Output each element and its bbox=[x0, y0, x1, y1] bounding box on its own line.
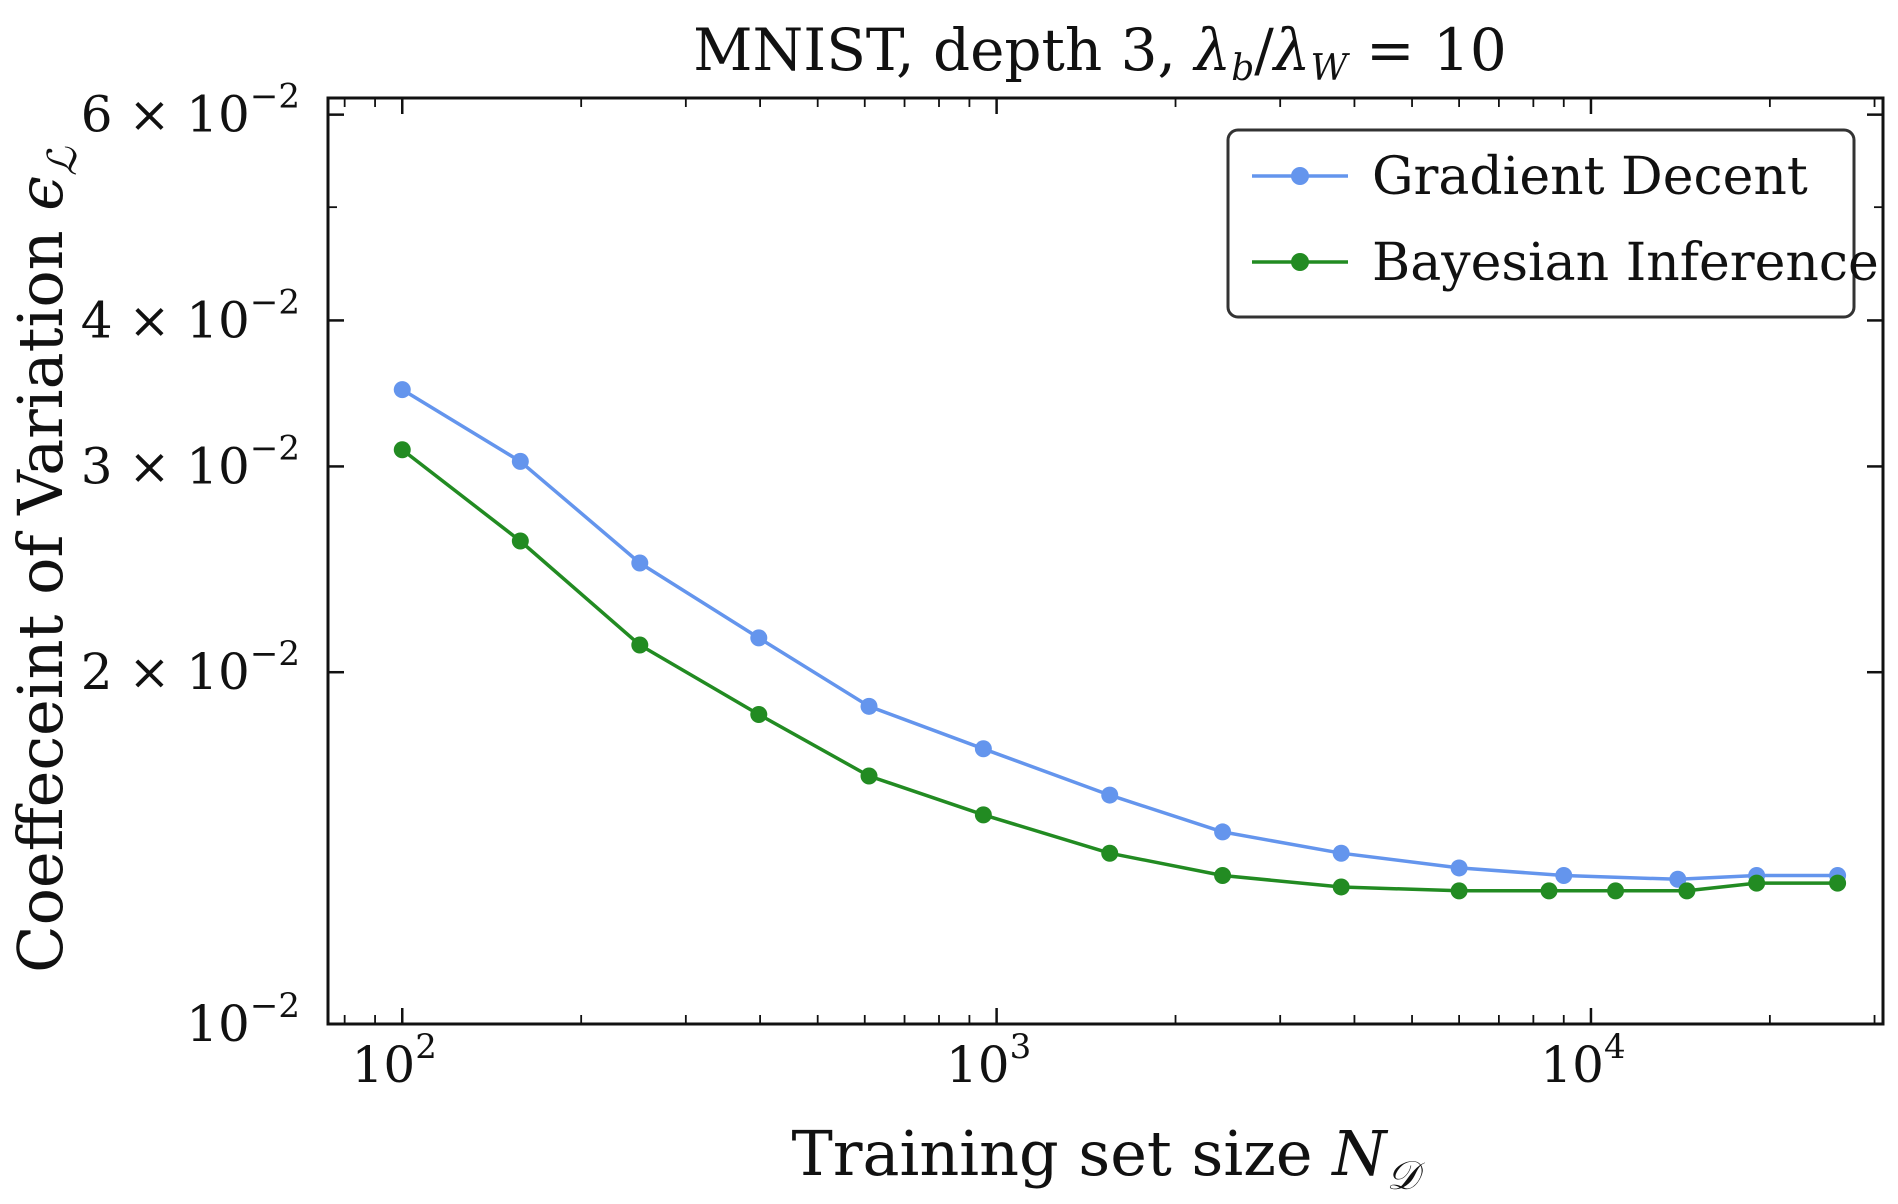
data-point-bayesian-inference bbox=[860, 767, 878, 785]
data-point-gradient-decent bbox=[1101, 786, 1119, 804]
data-point-bayesian-inference bbox=[511, 532, 529, 550]
legend-frame bbox=[1226, 128, 1856, 319]
data-point-gradient-decent bbox=[1669, 870, 1687, 888]
data-point-bayesian-inference bbox=[1607, 882, 1625, 900]
x-tick-label-base: 10 bbox=[1540, 1036, 1604, 1094]
title-sub-w: W bbox=[1311, 48, 1351, 89]
series-line-gradient-decent bbox=[401, 388, 1838, 882]
data-point-gradient-decent bbox=[1555, 866, 1573, 884]
data-point-bayesian-inference bbox=[1101, 844, 1119, 862]
data-point-bayesian-inference bbox=[1214, 866, 1232, 884]
data-point-gradient-decent bbox=[860, 697, 878, 715]
legend: Gradient Decent Bayesian Inference bbox=[1226, 128, 1879, 319]
y-tick-label-exponent: −2 bbox=[250, 634, 300, 674]
title-prefix: MNIST, depth 3, bbox=[693, 16, 1194, 84]
y-axis-label-text: Coeffeceint of Variation bbox=[4, 211, 77, 973]
y-axis-label-symbol: ϵ bbox=[4, 176, 77, 211]
data-point-bayesian-inference bbox=[750, 706, 768, 724]
data-point-gradient-decent bbox=[974, 740, 992, 758]
title-lambda-w: λ bbox=[1272, 16, 1311, 84]
y-tick-label-base: 4 × 10 bbox=[81, 291, 250, 349]
x-axis-label-text: Training set size bbox=[792, 1117, 1333, 1190]
x-tick-label: 102 bbox=[352, 1027, 437, 1094]
title-slash: / bbox=[1254, 16, 1274, 84]
y-axis-label: Coeffeceint of Variation ϵℒ bbox=[4, 146, 86, 973]
data-point-gradient-decent bbox=[1450, 859, 1468, 877]
data-point-bayesian-inference bbox=[1540, 882, 1558, 900]
series-layer bbox=[393, 381, 1847, 900]
data-point-gradient-decent bbox=[393, 381, 411, 399]
legend-label-gradient-decent: Gradient Decent bbox=[1372, 147, 1808, 207]
y-tick-label: 3 × 10−2 bbox=[81, 428, 300, 495]
y-tick-label-base: 6 × 10 bbox=[81, 86, 250, 144]
data-point-bayesian-inference bbox=[1450, 882, 1468, 900]
data-point-bayesian-inference bbox=[1748, 874, 1766, 892]
data-point-gradient-decent bbox=[750, 629, 768, 647]
y-tick-label: 2 × 10−2 bbox=[81, 634, 300, 701]
data-point-gradient-decent bbox=[631, 554, 649, 572]
y-tick-label: 10−2 bbox=[186, 986, 300, 1053]
data-point-gradient-decent bbox=[511, 452, 529, 470]
data-point-bayesian-inference bbox=[1829, 874, 1847, 892]
x-tick-label-base: 10 bbox=[946, 1036, 1010, 1094]
chart-title: MNIST, depth 3, λb/λW = 10 bbox=[693, 16, 1507, 89]
title-sub-b: b bbox=[1231, 48, 1254, 89]
data-point-gradient-decent bbox=[1214, 823, 1232, 841]
x-axis-label-sub: 𝒟 bbox=[1387, 1153, 1426, 1199]
y-tick-label-exponent: −2 bbox=[250, 428, 300, 468]
y-tick-label: 4 × 10−2 bbox=[81, 282, 300, 349]
x-tick-label-exponent: 3 bbox=[1010, 1027, 1032, 1067]
y-tick-label-exponent: −2 bbox=[250, 282, 300, 322]
data-point-gradient-decent bbox=[1332, 844, 1350, 862]
data-point-bayesian-inference bbox=[393, 441, 411, 459]
y-tick-label-exponent: −2 bbox=[250, 77, 300, 117]
data-point-bayesian-inference bbox=[1332, 878, 1350, 896]
data-point-bayesian-inference bbox=[974, 806, 992, 824]
y-tick-label-base: 3 × 10 bbox=[81, 437, 250, 495]
x-axis-label: Training set size N𝒟 bbox=[792, 1117, 1426, 1199]
title-lambda-b: λ bbox=[1192, 16, 1231, 84]
y-tick-label-exponent: −2 bbox=[250, 986, 300, 1026]
x-tick-label: 104 bbox=[1540, 1027, 1625, 1094]
legend-marker-bayesian-inference bbox=[1291, 253, 1309, 271]
x-tick-label-exponent: 4 bbox=[1604, 1027, 1626, 1067]
x-tick-label-base: 10 bbox=[352, 1036, 416, 1094]
data-point-bayesian-inference bbox=[631, 636, 649, 654]
y-axis-label-sub: ℒ bbox=[40, 146, 86, 176]
data-point-bayesian-inference bbox=[1678, 882, 1696, 900]
legend-marker-gradient-decent bbox=[1291, 167, 1309, 185]
x-tick-label: 103 bbox=[946, 1027, 1031, 1094]
y-tick-label-base: 10 bbox=[186, 995, 250, 1053]
legend-label-bayesian-inference: Bayesian Inference bbox=[1372, 233, 1879, 293]
series-line-bayesian-inference bbox=[401, 448, 1838, 893]
plot-area bbox=[326, 96, 1885, 1026]
y-tick-label: 6 × 10−2 bbox=[81, 77, 300, 144]
x-axis-label-symbol: N bbox=[1330, 1117, 1389, 1190]
y-tick-label-base: 2 × 10 bbox=[81, 643, 250, 701]
title-suffix: = 10 bbox=[1348, 16, 1507, 84]
x-tick-label-exponent: 2 bbox=[415, 1027, 437, 1067]
